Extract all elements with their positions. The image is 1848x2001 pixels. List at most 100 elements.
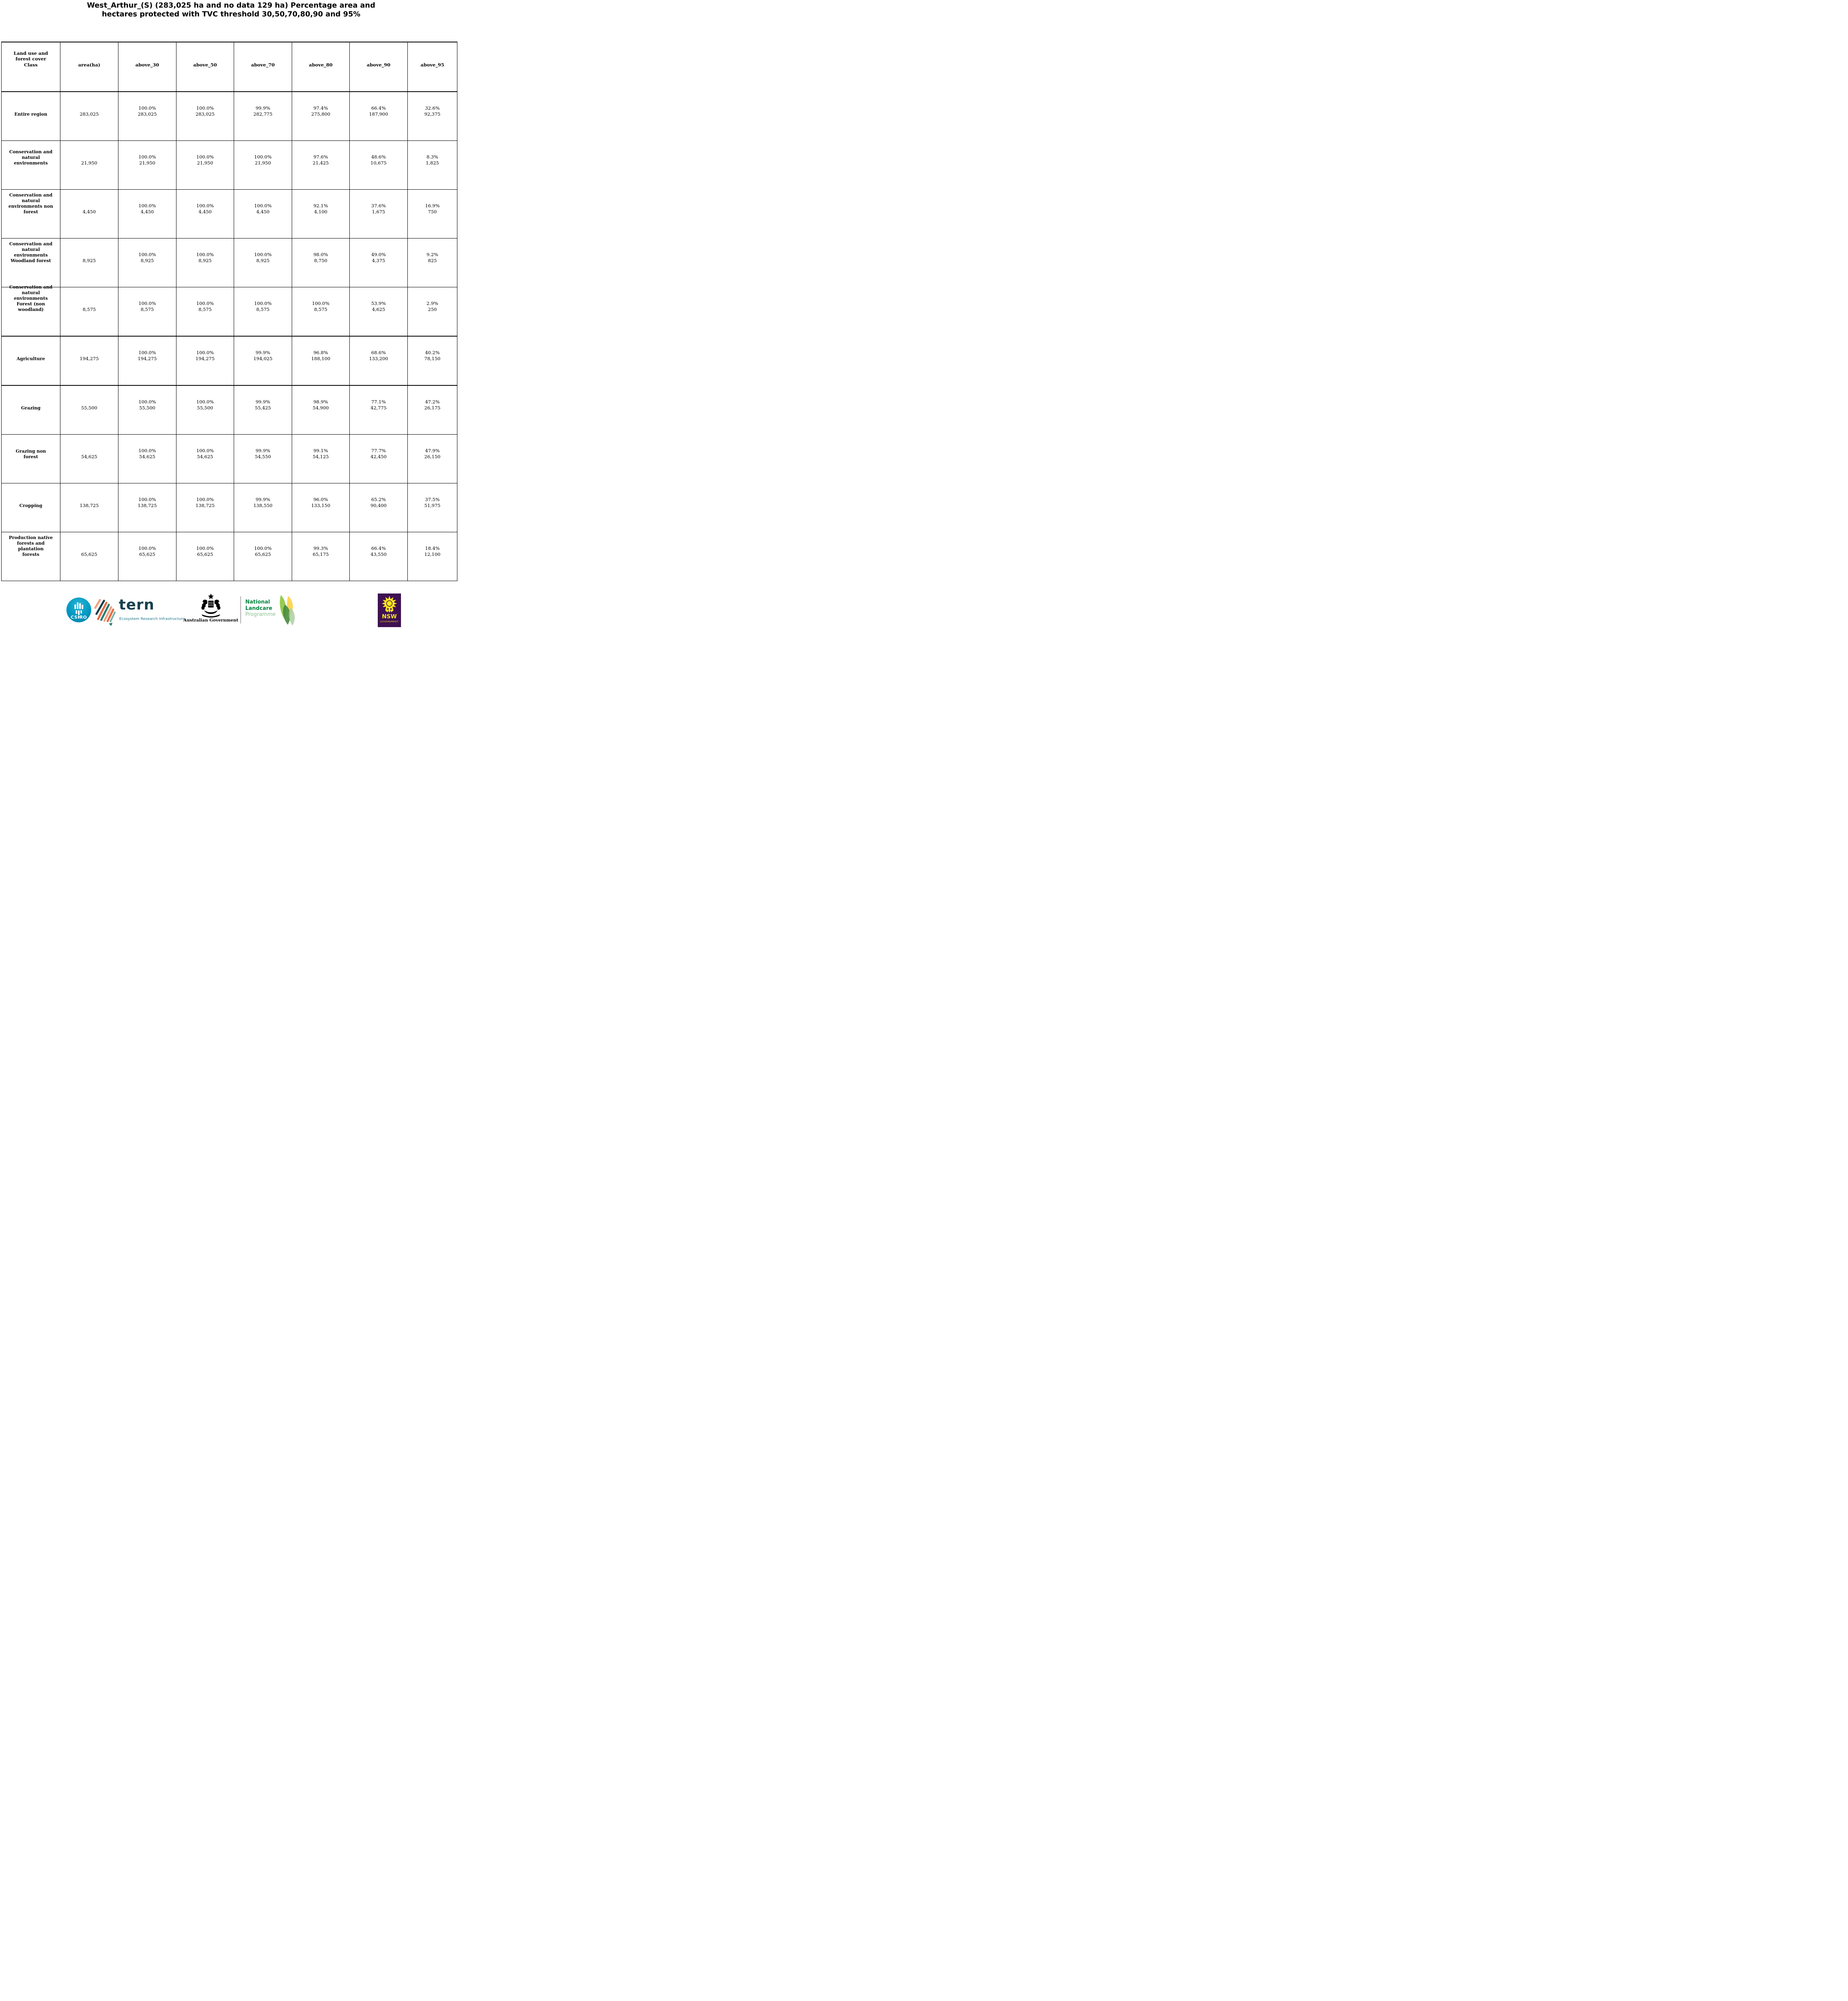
value-cell-text: 99.3% 65,175 (313, 545, 329, 557)
value-cell-text: 99.9% 194,025 (253, 349, 273, 361)
value-cell-text: 2.9% 250 (426, 300, 439, 312)
value-cell: 98.9% 54,900 (292, 386, 350, 434)
nsw-government-logo: NSW GOVERNMENT (378, 593, 401, 627)
row-label: Conservation and natural environments (2, 141, 60, 189)
tvc-threshold-table: Land use and forest cover Class area(ha) a… (1, 42, 457, 581)
value-cell-text: 18.4% 12,100 (424, 545, 441, 557)
row-label-text: Conservation and natural environments Wo… (9, 241, 52, 263)
column-header: Land use and forest cover Class (2, 42, 60, 91)
value-cell: 100.0% 8,925 (176, 239, 234, 287)
value-cell: 100.0% 65,625 (176, 532, 234, 581)
value-cell: 100.0% 4,450 (176, 190, 234, 238)
value-cell: 100.0% 8,575 (234, 287, 292, 336)
row-label-text: Conservation and natural environments Fo… (9, 284, 52, 312)
value-cell-text: 100.0% 65,625 (196, 545, 214, 557)
page-title-line-2: hectares protected with TVC threshold 30… (102, 10, 361, 18)
column-header: area(ha) (60, 42, 118, 91)
value-cell: 65.2% 90,400 (350, 483, 408, 532)
value-cell: 100.0% 21,950 (234, 141, 292, 189)
area-cell-text: 55,500 (81, 405, 98, 411)
value-cell-text: 100.0% 194,275 (195, 349, 215, 361)
value-cell-text: 100.0% 65,625 (138, 545, 156, 557)
value-cell-text: 99.9% 54,550 (255, 447, 271, 459)
value-cell-text: 100.0% 4,450 (138, 203, 156, 215)
row-label-text: Agriculture (16, 356, 45, 361)
area-cell: 54,625 (60, 435, 118, 483)
value-cell-text: 97.6% 21,425 (313, 154, 329, 166)
row-label: Grazing non forest (2, 435, 60, 483)
tern-wordmark: tern (119, 597, 155, 613)
value-cell-text: 100.0% 8,925 (196, 251, 214, 263)
area-cell-text: 21,950 (81, 160, 98, 166)
table-row: Entire region 283,025 100.0% 283,025 100.0%… (2, 92, 457, 141)
value-cell: 100.0% 4,450 (234, 190, 292, 238)
value-cell: 68.6% 133,200 (350, 337, 408, 385)
value-cell: 99.1% 54,125 (292, 435, 350, 483)
column-header-text: Land use and forest cover Class (14, 50, 48, 68)
value-cell-text: 100.0% 55,500 (196, 399, 214, 411)
area-cell: 8,925 (60, 239, 118, 287)
table-row: Conservation and natural environments Wo… (2, 239, 457, 287)
value-cell-text: 96.8% 188,100 (311, 349, 331, 361)
value-cell: 40.2% 78,150 (408, 337, 457, 385)
value-cell-text: 100.0% 21,950 (254, 154, 272, 166)
area-cell-text: 8,925 (82, 257, 96, 263)
value-cell-text: 100.0% 55,500 (138, 399, 156, 411)
value-cell: 2.9% 250 (408, 287, 457, 336)
value-cell: 100.0% 8,925 (234, 239, 292, 287)
value-cell: 9.2% 825 (408, 239, 457, 287)
value-cell: 77.1% 42,775 (350, 386, 408, 434)
value-cell-text: 99.9% 55,425 (255, 399, 271, 411)
value-cell: 100.0% 65,625 (118, 532, 176, 581)
value-cell-text: 40.2% 78,150 (424, 349, 441, 361)
value-cell-text: 77.7% 42,450 (370, 447, 387, 459)
row-label: Agriculture (2, 337, 60, 385)
area-cell-text: 4,450 (82, 209, 96, 215)
column-header-text: above_95 (421, 62, 444, 68)
page-title-line-1: West_Arthur_(S) (283,025 ha and no data … (87, 1, 375, 10)
value-cell-text: 100.0% 8,925 (254, 251, 272, 263)
value-cell-text: 9.2% 825 (426, 251, 439, 263)
value-cell: 18.4% 12,100 (408, 532, 457, 581)
value-cell: 100.0% 138,725 (176, 483, 234, 532)
table-row: Agriculture 194,275 100.0% 194,275 100.0% 1… (2, 337, 457, 386)
column-header: above_80 (292, 42, 350, 91)
row-label: Grazing (2, 386, 60, 434)
partner-logos-footer: CSIRO tern Ecosystem Research Infrastruc… (0, 0, 462, 632)
value-cell-text: 77.1% 42,775 (370, 399, 387, 411)
value-cell-text: 97.4% 275,800 (311, 105, 331, 117)
value-cell-text: 99.9% 138,550 (253, 496, 273, 508)
area-cell: 4,450 (60, 190, 118, 238)
value-cell: 77.7% 42,450 (350, 435, 408, 483)
value-cell-text: 99.9% 282,775 (253, 105, 273, 117)
value-cell: 99.9% 194,025 (234, 337, 292, 385)
value-cell-text: 100.0% 65,625 (254, 545, 272, 557)
value-cell-text: 100.0% 8,925 (138, 251, 156, 263)
value-cell: 37.5% 51,975 (408, 483, 457, 532)
area-cell-text: 65,625 (81, 551, 98, 557)
value-cell-text: 100.0% 283,025 (138, 105, 157, 117)
landcare-line-1: National (245, 599, 270, 605)
value-cell-text: 37.5% 51,975 (424, 496, 441, 508)
row-label: Conservation and natural environments Fo… (2, 284, 60, 336)
area-cell-text: 283,025 (80, 111, 99, 117)
value-cell-text: 100.0% 283,025 (195, 105, 215, 117)
area-cell: 283,025 (60, 92, 118, 140)
value-cell: 100.0% 283,025 (118, 92, 176, 140)
value-cell: 100.0% 8,575 (176, 287, 234, 336)
row-label-text: Grazing (21, 405, 41, 411)
value-cell: 100.0% 138,725 (118, 483, 176, 532)
nsw-government-label: GOVERNMENT (380, 621, 399, 623)
table-row: Conservation and natural environments 21,… (2, 141, 457, 190)
value-cell-text: 47.9% 26,150 (424, 447, 441, 459)
area-cell-text: 138,725 (80, 502, 99, 508)
tern-subtitle: Ecosystem Research Infrastructure (119, 617, 185, 621)
value-cell: 100.0% 194,275 (176, 337, 234, 385)
value-cell: 96.0% 133,150 (292, 483, 350, 532)
value-cell-text: 100.0% 54,625 (138, 447, 156, 459)
row-label: Production native forests and plantation… (2, 532, 60, 581)
area-cell: 138,725 (60, 483, 118, 532)
table-row: Conservation and natural environments Fo… (2, 284, 457, 337)
value-cell-text: 53.9% 4,625 (371, 300, 386, 312)
column-header-text: above_80 (309, 62, 333, 68)
